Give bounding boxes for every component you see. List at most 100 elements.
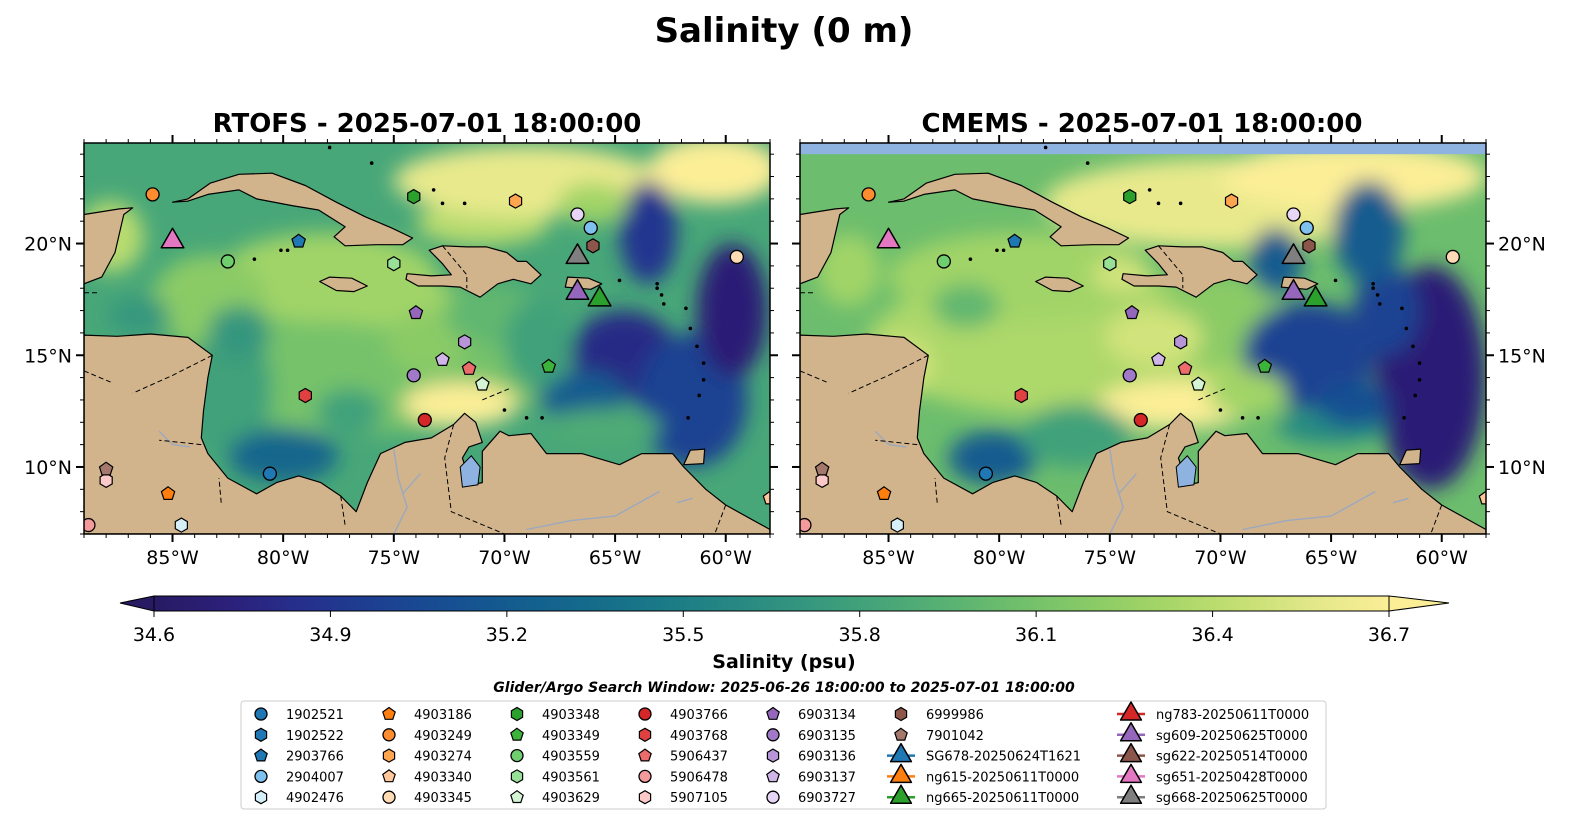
legend-marker	[638, 707, 652, 721]
land-cuba	[171, 172, 414, 247]
argo-float-6903727	[570, 207, 585, 222]
legend-label: 5907105	[670, 791, 728, 806]
legend-marker	[638, 748, 652, 762]
argo-float-4903274	[1224, 193, 1239, 209]
land-jamaica	[1035, 276, 1084, 293]
small-island	[440, 201, 445, 206]
country-border	[159, 439, 202, 446]
salinity-patch	[1207, 370, 1287, 416]
argo-float-4903629	[1190, 376, 1206, 391]
legend-label: 4903561	[542, 770, 600, 785]
small-island	[697, 393, 701, 398]
cmems-land	[800, 145, 1486, 534]
river	[393, 448, 408, 534]
legend-label: 4903766	[670, 708, 728, 723]
legend-marker	[1119, 784, 1143, 804]
legend-label: 6903727	[798, 791, 856, 806]
small-island	[1404, 326, 1409, 331]
argo-float-6903135	[1122, 368, 1137, 383]
river	[1118, 473, 1137, 495]
argo-float-4903348	[407, 188, 421, 205]
legend-label: sg609-20250625T0000	[1156, 729, 1308, 744]
x-tick-label: 80°W	[257, 547, 310, 569]
argo-float-4903249	[861, 187, 876, 202]
legend-label: 1902522	[286, 729, 344, 744]
river	[874, 430, 907, 448]
x-tick-label: 80°W	[973, 547, 1026, 569]
x-tick-label: 75°W	[368, 547, 421, 569]
argo-float-2904007	[583, 220, 598, 236]
glider-sg668-20250625T0000	[565, 243, 590, 265]
small-island	[1333, 278, 1338, 283]
small-island	[252, 257, 257, 261]
x-tick-label: 85°W	[862, 547, 915, 569]
land-central	[800, 207, 850, 534]
small-island	[431, 188, 436, 192]
small-island	[1218, 408, 1223, 412]
land-central	[84, 207, 134, 534]
legend-label: ng665-20250611T0000	[926, 791, 1079, 806]
country-border	[1430, 504, 1443, 534]
x-tick-label: 70°W	[1194, 547, 1247, 569]
legend-label: sg668-20250625T0000	[1156, 791, 1308, 806]
glider-sg609-20250625T0000	[565, 278, 590, 300]
argo-float-6903134	[408, 305, 424, 320]
legend-label: 7901042	[926, 729, 984, 744]
country-border	[1056, 495, 1062, 526]
x-tick-label: 65°W	[1305, 547, 1358, 569]
legend-marker	[510, 727, 524, 741]
argo-float-1902522	[100, 103, 112, 117]
salinity-patch	[1105, 308, 1203, 367]
small-island	[655, 281, 659, 286]
country-border	[1158, 245, 1184, 289]
legend-marker	[889, 784, 913, 804]
legend-label: 4903349	[542, 729, 600, 744]
country-border	[444, 424, 505, 534]
small-island	[1371, 281, 1375, 286]
colorbar-extend-high	[1388, 595, 1450, 612]
argo-float-1902521	[262, 466, 278, 481]
figure-title: Salinity (0 m)	[655, 11, 914, 51]
legend: 1902521 1902522 2903766 2904007 4902476 49031…	[240, 700, 1327, 810]
legend-marker	[766, 790, 780, 804]
argo-float-4903274	[508, 193, 523, 209]
salinity-patch	[537, 370, 627, 421]
country-border	[218, 478, 222, 503]
argo-float-6903134	[1124, 305, 1140, 320]
lake-maracaibo	[459, 455, 481, 488]
small-island	[1043, 145, 1048, 150]
argo-float-6903136	[1173, 334, 1188, 350]
legend-box	[240, 700, 1327, 810]
colorbar-ticks: 34.6 34.9 35.2 35.5 35.8 36.1 36.4 36.7	[133, 611, 1410, 646]
argo-float-4903186	[160, 486, 176, 500]
colorbar-bar	[153, 595, 1390, 612]
cmems-title: CMEMS - 2025-07-01 18:00:00	[922, 109, 1363, 139]
small-island	[1240, 416, 1245, 420]
legend-marker	[1119, 722, 1143, 742]
legend-label: 2903766	[286, 750, 344, 765]
argo-float-1902522	[816, 103, 828, 117]
colorbar: 34.6 34.9 35.2 35.5 35.8 36.1 36.4 36.7 Salinit…	[119, 595, 1450, 673]
small-island	[285, 248, 290, 253]
argo-float-4903349	[1257, 358, 1273, 373]
x-tick-label: 85°W	[146, 547, 199, 569]
salinity-patch	[504, 299, 571, 389]
x-tick-label: 65°W	[589, 547, 642, 569]
legend-label: 2904007	[286, 770, 344, 785]
argo-float-4903348	[1123, 188, 1137, 205]
legend-marker	[382, 728, 396, 742]
salinity-patch	[817, 234, 880, 307]
y-tick-label: 15°N	[24, 345, 72, 367]
rtofs-frame	[83, 142, 771, 535]
cmems-observations	[800, 103, 1486, 533]
small-island	[968, 257, 973, 261]
colorbar-tick-label: 36.1	[1015, 624, 1057, 646]
small-island	[1411, 344, 1415, 349]
small-island	[327, 145, 332, 150]
small-island	[684, 306, 688, 311]
x-tick-label: 60°W	[1416, 547, 1469, 569]
argo-float-4903768	[298, 387, 312, 404]
legend-label: 4903559	[542, 750, 600, 765]
small-island	[701, 361, 706, 365]
river	[158, 430, 191, 448]
